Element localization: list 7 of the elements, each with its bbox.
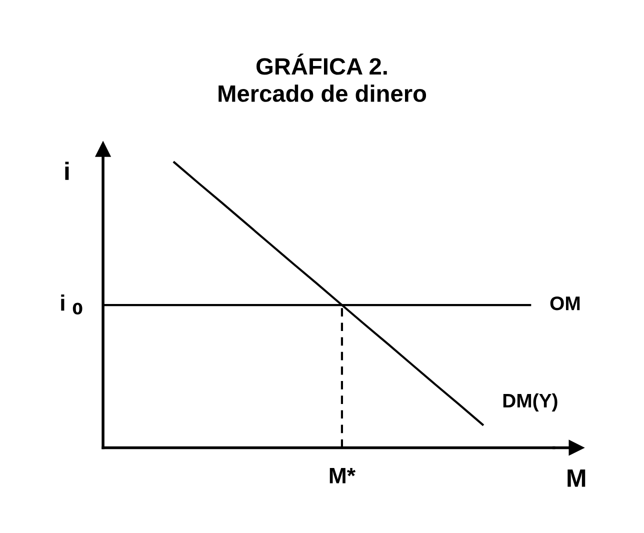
x-axis-title: M [568,470,586,487]
text: i $_{0}$ [61,294,82,315]
series-label: OM [550,296,580,310]
text: M* [330,468,356,484]
y-axis-title: i [65,162,69,180]
series-label: DM(Y) [503,393,558,412]
chart-title: GRÁFICA 2. Mercado de dinero [218,54,426,102]
